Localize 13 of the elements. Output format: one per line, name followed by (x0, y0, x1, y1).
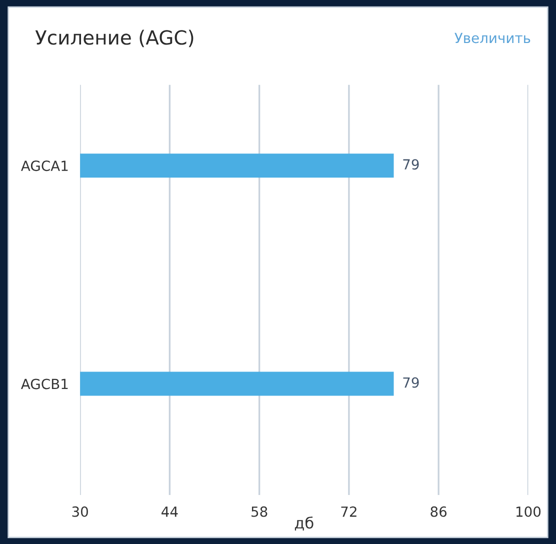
y-tick-label: AGCB1 (20, 378, 68, 390)
data-label: 79 (403, 377, 419, 388)
x-tick-label: 44 (162, 506, 178, 517)
x-tick-label: 72 (341, 506, 356, 517)
text: Увеличить (454, 32, 530, 44)
x-axis-title: дб (294, 516, 314, 531)
x-tick-label: 100 (516, 506, 541, 517)
chart-title: Усиление (AGC) (35, 30, 194, 48)
y-tick-label: AGCA1 (21, 160, 68, 172)
x-tick-label: 58 (252, 506, 268, 517)
x-tick-label: 30 (72, 506, 88, 517)
x-tick-label: 86 (430, 506, 447, 517)
data-label: 79 (403, 159, 419, 170)
